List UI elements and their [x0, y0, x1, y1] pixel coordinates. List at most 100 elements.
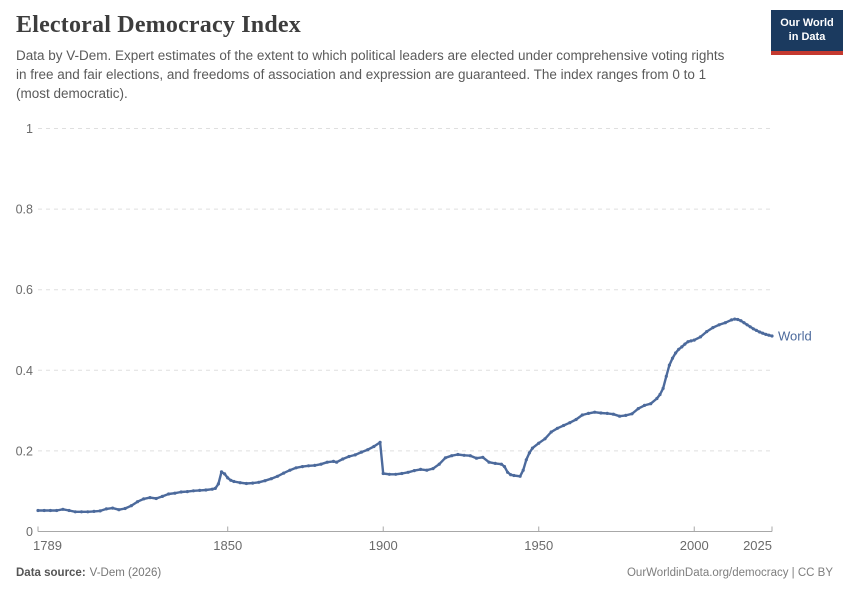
owid-logo[interactable]: Our World in Data: [771, 10, 843, 55]
data-point-marker: [736, 317, 740, 322]
data-point-marker: [543, 437, 547, 441]
data-point-marker: [618, 414, 622, 418]
data-point-marker: [36, 508, 40, 513]
data-point-marker: [167, 492, 171, 496]
data-point-marker: [649, 402, 653, 406]
data-point-marker: [86, 510, 90, 514]
data-point-marker: [319, 462, 323, 466]
data-point-marker: [462, 453, 466, 457]
data-point-marker: [748, 325, 752, 329]
data-point-marker: [530, 446, 535, 450]
data-point-marker: [605, 411, 609, 415]
data-source-value[interactable]: V-Dem (2026): [89, 567, 162, 579]
chart-footer: Data source: V-Dem (2026) OurWorldinData.…: [16, 567, 833, 579]
data-point-marker: [680, 345, 684, 349]
data-point-marker: [104, 507, 108, 511]
data-point-marker: [300, 465, 304, 469]
data-point-marker: [394, 472, 398, 476]
data-point-marker: [229, 478, 233, 482]
data-point-marker: [723, 321, 727, 325]
data-point-marker: [717, 323, 721, 327]
data-point-marker: [419, 467, 423, 471]
y-tick-label: 0.4: [16, 364, 33, 378]
data-point-marker: [353, 453, 357, 457]
data-point-marker: [549, 430, 553, 434]
data-point-marker: [487, 460, 491, 464]
data-point-marker: [754, 328, 759, 332]
data-point-marker: [307, 464, 311, 468]
data-point-marker: [79, 510, 84, 514]
data-point-marker: [288, 468, 292, 472]
data-point-marker: [683, 342, 687, 346]
x-tick-label: 2000: [680, 538, 709, 553]
data-point-marker: [129, 504, 133, 508]
data-point-marker: [437, 462, 441, 466]
data-point-marker: [711, 326, 715, 330]
data-point-marker: [219, 470, 224, 474]
data-point-marker: [117, 508, 121, 512]
data-point-marker: [73, 510, 77, 514]
data-point-marker: [586, 411, 591, 415]
data-point-marker: [232, 479, 236, 484]
data-point-marker: [179, 490, 183, 494]
data-point-marker: [92, 509, 96, 513]
data-point-marker: [400, 471, 404, 476]
data-point-marker: [739, 319, 743, 323]
series-end-label[interactable]: World: [778, 329, 812, 344]
data-point-marker: [98, 509, 102, 513]
data-point-marker: [431, 467, 435, 471]
data-point-marker: [655, 396, 659, 401]
data-point-marker: [524, 458, 528, 462]
data-point-marker: [730, 318, 734, 322]
data-point-marker: [751, 327, 755, 331]
data-point-marker: [275, 474, 280, 478]
data-point-marker: [406, 470, 410, 474]
x-tick-label: 1850: [213, 538, 242, 553]
data-point-marker: [216, 482, 220, 486]
data-point-marker: [745, 323, 749, 327]
data-point-marker: [366, 448, 370, 452]
data-point-marker: [506, 470, 510, 474]
world-series-line[interactable]: [36, 317, 774, 513]
data-point-marker: [518, 474, 522, 478]
data-point-marker: [251, 481, 255, 485]
data-point-marker: [425, 468, 429, 472]
data-point-marker: [568, 421, 572, 425]
y-tick-label: 1: [26, 122, 33, 136]
data-point-marker: [733, 317, 737, 321]
data-point-marker: [173, 491, 177, 495]
data-point-marker: [537, 441, 541, 445]
data-point-marker: [562, 423, 566, 428]
data-point-marker: [135, 500, 140, 504]
data-point-marker: [185, 490, 189, 494]
data-point-marker: [61, 507, 65, 511]
data-point-marker: [148, 496, 152, 500]
data-point-marker: [263, 479, 267, 483]
data-point-marker: [761, 331, 765, 335]
data-point-marker: [294, 466, 298, 470]
data-point-marker: [269, 477, 273, 481]
data-point-marker: [42, 508, 46, 513]
data-point-marker: [770, 334, 774, 338]
data-point-marker: [111, 506, 115, 510]
data-point-marker: [226, 476, 230, 480]
data-point-marker: [767, 333, 771, 337]
data-point-marker: [661, 386, 665, 390]
data-point-marker: [191, 489, 196, 493]
data-point-marker: [244, 481, 248, 486]
x-tick-label: 1789: [33, 538, 62, 553]
x-tick-label: 2025: [743, 538, 772, 553]
data-point-marker: [502, 465, 507, 469]
data-point-marker: [154, 496, 158, 501]
data-point-marker: [238, 481, 242, 485]
data-point-marker: [387, 472, 391, 476]
data-point-marker: [642, 403, 647, 407]
data-point-marker: [474, 456, 479, 460]
chart-subtitle: Data by V-Dem. Expert estimates of the e…: [16, 48, 725, 101]
data-point-marker: [450, 454, 454, 458]
attribution-link[interactable]: OurWorldinData.org/democracy | CC BY: [626, 567, 833, 579]
data-point-marker: [481, 455, 485, 459]
data-point-marker: [636, 407, 640, 411]
data-point-marker: [611, 412, 616, 416]
